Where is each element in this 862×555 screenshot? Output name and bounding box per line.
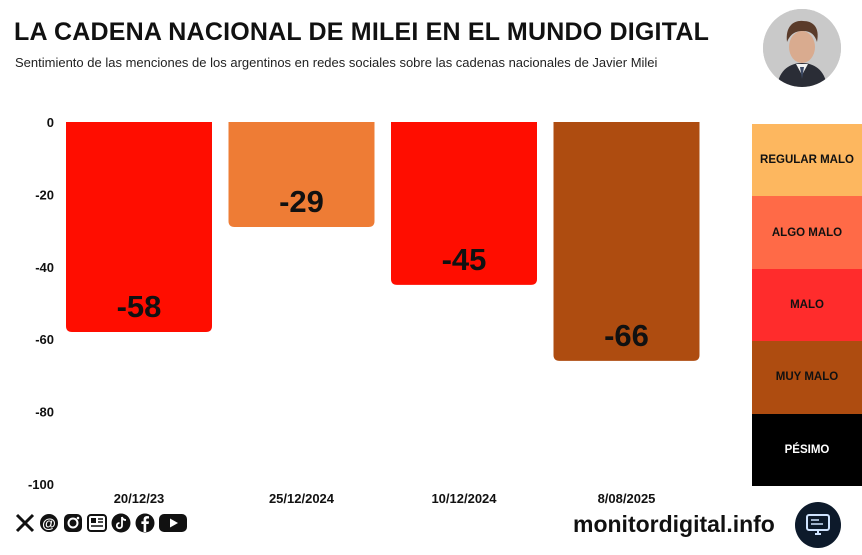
x-tick-label: 10/12/2024 [431, 491, 497, 506]
bar [66, 122, 212, 332]
y-tick-label: 0 [47, 115, 54, 130]
y-tick-label: -40 [35, 260, 54, 275]
bars: -58 -29 -45 -66 [66, 122, 700, 361]
y-tick-label: -100 [28, 477, 54, 492]
data-label: -58 [117, 289, 162, 324]
chart-title: LA CADENA NACIONAL DE MILEI EN EL MUNDO … [14, 18, 710, 46]
news-icon[interactable] [86, 512, 108, 534]
instagram-icon[interactable] [62, 512, 84, 534]
data-label: -66 [604, 318, 649, 353]
chart-subtitle: Sentimiento de las menciones de los arge… [15, 55, 658, 70]
y-tick-label: -20 [35, 187, 54, 202]
legend-item: MUY MALO [752, 341, 862, 414]
legend-item: ALGO MALO [752, 196, 862, 269]
legend-item: MALO [752, 268, 862, 342]
x-icon[interactable] [14, 512, 36, 534]
bar [553, 122, 700, 361]
youtube-icon[interactable] [158, 512, 188, 534]
x-tick-label: 20/12/23 [114, 491, 165, 506]
tiktok-icon[interactable] [110, 512, 132, 534]
x-tick-label: 25/12/2024 [269, 491, 335, 506]
portrait-image [763, 9, 841, 87]
avatar [763, 9, 841, 87]
x-tick-label: 8/08/2025 [598, 491, 656, 506]
legend-item: REGULAR MALO [752, 124, 862, 197]
x-axis: 20/12/23 25/12/2024 10/12/2024 8/08/2025 [114, 491, 656, 506]
bar [391, 122, 537, 285]
y-tick-label: -80 [35, 405, 54, 420]
bar [228, 122, 375, 227]
bar-chart: 0-20-40-60-80-100 -58-29-45-66 20/12/23 2… [28, 115, 700, 506]
legend-item: PÉSIMO [752, 413, 862, 486]
site-name[interactable]: monitordigital.info [573, 511, 775, 537]
facebook-icon[interactable] [134, 512, 156, 534]
data-label: -29 [279, 184, 324, 219]
svg-text:@: @ [42, 515, 56, 531]
threads-icon[interactable]: @ [38, 512, 60, 534]
y-axis: 0 -20 -40 -60 -80 -100 [28, 115, 54, 492]
legend: REGULAR MALO ALGO MALO MALO MUY MALO PÉSIMO [752, 124, 862, 486]
monitor-icon [795, 502, 841, 548]
y-tick-label: -60 [35, 332, 54, 347]
social-icons: @ [14, 512, 188, 534]
data-label: -45 [442, 242, 487, 277]
